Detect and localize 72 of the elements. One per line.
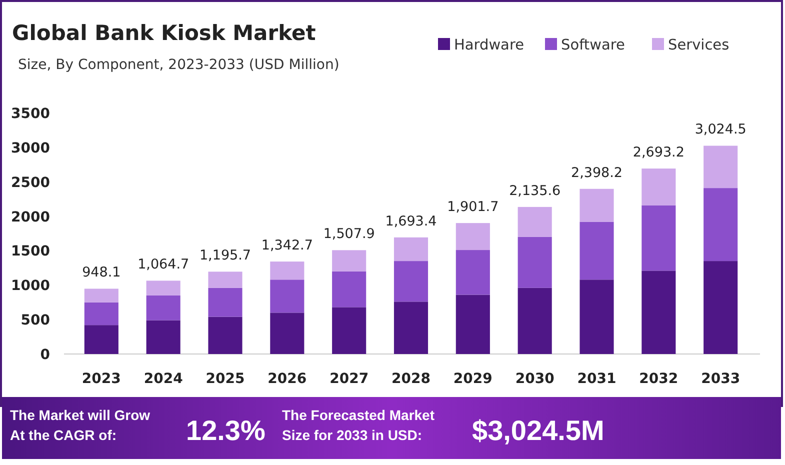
bar — [146, 320, 180, 354]
total-label: 2,693.2 — [632, 144, 684, 161]
bar — [332, 307, 366, 354]
x-tick-label: 2032 — [639, 371, 678, 387]
bar — [332, 250, 366, 272]
y-tick-label: 500 — [20, 312, 50, 329]
legend-label: Hardware — [454, 38, 524, 54]
bar — [704, 188, 738, 262]
bar — [642, 168, 676, 206]
bar — [208, 316, 242, 354]
bar — [518, 236, 552, 288]
total-label: 1,195.7 — [199, 248, 252, 264]
x-tick-label: 2025 — [206, 371, 245, 387]
text: The Market will Grow At the CAGR of: — [10, 407, 150, 443]
total-label: 1,507.9 — [323, 226, 375, 242]
bar — [84, 288, 118, 302]
bar — [270, 262, 304, 280]
bar — [84, 302, 118, 326]
x-tick-label: 2026 — [268, 371, 307, 387]
total-label: 948.1 — [82, 264, 121, 281]
chart-title: Global Bank Kiosk Market — [12, 21, 316, 45]
text: $3,024.5M — [472, 415, 604, 446]
x-tick-label: 2031 — [577, 371, 616, 387]
bar — [580, 280, 614, 354]
y-tick-label: 1000 — [11, 278, 50, 294]
bar — [332, 271, 366, 308]
text: 12.3% — [186, 415, 266, 446]
bar — [580, 222, 614, 280]
y-tick-label: 2000 — [11, 209, 50, 226]
total-label: 1,901.7 — [447, 199, 499, 216]
bar — [456, 223, 490, 250]
y-tick-label: 3000 — [11, 140, 50, 156]
x-tick-label: 2027 — [330, 371, 369, 387]
bar — [270, 280, 304, 313]
bar — [394, 261, 428, 302]
bar — [518, 288, 552, 354]
y-tick-label: 3500 — [11, 106, 50, 122]
bar — [394, 302, 428, 354]
legend-label: Services — [668, 38, 730, 54]
y-tick-label: 2500 — [11, 174, 50, 191]
x-tick-label: 2024 — [144, 371, 184, 387]
bar — [456, 294, 490, 354]
bar — [146, 280, 180, 296]
bar — [208, 288, 242, 317]
bar — [642, 205, 676, 271]
bar — [146, 295, 180, 320]
bar — [84, 325, 118, 354]
legend-label: Software — [561, 38, 625, 54]
x-tick-label: 2028 — [392, 371, 430, 387]
total-label: 2,135.6 — [509, 182, 561, 199]
text: The Forecasted Market Size for 2033 in USD: — [282, 407, 435, 443]
bar — [580, 188, 614, 222]
bar — [642, 270, 676, 354]
x-tick-label: 2033 — [701, 371, 740, 387]
bar — [704, 261, 738, 354]
bar — [518, 206, 552, 237]
bar — [704, 146, 738, 188]
x-tick-label: 2029 — [453, 371, 492, 387]
x-tick-label: 2023 — [82, 371, 121, 387]
bar — [394, 237, 428, 262]
total-label: 3,024.5 — [694, 122, 746, 138]
chart-subtitle: Size, By Component, 2023-2033 (USD Million) — [18, 57, 340, 73]
y-tick-label: 1500 — [11, 244, 50, 260]
bar — [456, 250, 490, 295]
total-label: 1,342.7 — [261, 238, 313, 254]
x-tick-label: 2030 — [515, 371, 555, 387]
total-label: 1,693.4 — [385, 213, 437, 230]
bar — [208, 272, 242, 288]
y-tick-label: 0 — [40, 347, 50, 363]
bar — [270, 312, 304, 354]
total-label: 1,064.7 — [138, 256, 190, 273]
total-label: 2,398.2 — [570, 164, 623, 181]
